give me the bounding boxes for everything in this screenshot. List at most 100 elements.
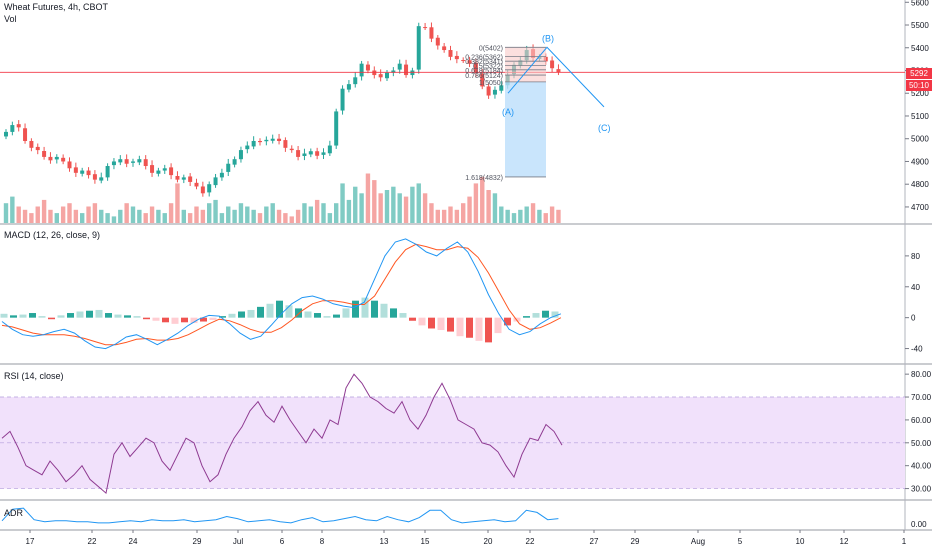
- macd-histogram-bar: [238, 311, 245, 318]
- candle-body: [42, 151, 47, 157]
- macd-histogram-bar: [551, 311, 559, 318]
- candle-body: [346, 84, 351, 90]
- volume-bar: [384, 190, 390, 223]
- macd-histogram-bar: [152, 317, 160, 321]
- rsi-y-tick-label: 40.00: [911, 462, 932, 471]
- candle-body: [207, 184, 212, 193]
- volume-bar: [156, 209, 161, 223]
- macd-histogram-bar: [276, 300, 283, 318]
- volume-bar: [499, 206, 504, 223]
- x-tick-label: 27: [590, 537, 599, 546]
- volume-bar: [511, 213, 517, 223]
- volume-bar: [359, 193, 364, 223]
- volume-bar: [403, 196, 409, 223]
- candle-body: [16, 124, 21, 128]
- volume-bar: [99, 209, 104, 223]
- macd-histogram-bar: [333, 314, 340, 318]
- macd-histogram-bar: [48, 317, 55, 320]
- macd-histogram-bar: [247, 309, 255, 318]
- x-tick-label: 8: [320, 537, 325, 546]
- main-y-tick-label: 4800: [911, 180, 929, 189]
- macd-histogram-bar: [57, 315, 65, 318]
- candle-body: [175, 176, 180, 180]
- candle-body: [143, 159, 148, 167]
- candle-body: [315, 151, 320, 156]
- x-tick-label: 13: [380, 537, 389, 546]
- candle-body: [245, 145, 250, 150]
- candle-body: [397, 63, 402, 70]
- candle-body: [23, 128, 28, 141]
- volume-label: Vol: [4, 14, 17, 24]
- fib-zone-upper: [505, 47, 546, 82]
- volume-bar: [461, 203, 466, 223]
- volume-bar: [429, 203, 434, 223]
- macd-histogram-bar: [19, 314, 27, 318]
- candle-body: [461, 60, 466, 62]
- volume-bar: [54, 213, 59, 223]
- macd-histogram-bar: [200, 317, 207, 322]
- macd-histogram-bar: [523, 316, 530, 318]
- candle-body: [169, 167, 174, 176]
- macd-histogram-bar: [67, 313, 74, 318]
- candle-body: [423, 27, 428, 29]
- candle-body: [448, 50, 453, 57]
- volume-bar: [3, 203, 9, 223]
- rsi-label: RSI (14, close): [4, 371, 64, 381]
- candle-body: [442, 46, 447, 51]
- volume-bar: [378, 193, 383, 223]
- candle-body: [150, 165, 155, 173]
- volume-bar: [111, 216, 117, 223]
- volume-bar: [334, 203, 339, 223]
- macd-histogram-bar: [105, 313, 112, 318]
- volume-bar: [73, 209, 79, 223]
- candle-body: [353, 77, 358, 85]
- macd-histogram-bar: [504, 317, 511, 326]
- macd-y-tick-label: 0: [911, 314, 916, 323]
- main-y-tick-label: 5100: [911, 112, 929, 121]
- volume-bar: [518, 209, 523, 223]
- macd-y-tick-label: 40: [911, 283, 920, 292]
- macd-label: MACD (12, 26, close, 9): [4, 230, 101, 240]
- main-y-tick-label: 4900: [911, 157, 929, 166]
- candle-body: [61, 157, 66, 162]
- x-tick-label: 5: [738, 537, 743, 546]
- volume-bar: [327, 213, 333, 223]
- fib-zone-lower: [505, 81, 546, 177]
- candle-body: [372, 70, 377, 76]
- candle-body: [321, 152, 326, 155]
- volume-bar: [35, 206, 40, 223]
- candle-body: [492, 89, 497, 95]
- volume-bar: [149, 206, 155, 223]
- volume-bar: [556, 209, 561, 223]
- volume-bar: [22, 209, 28, 223]
- candle-body: [137, 159, 142, 163]
- macd-histogram-bar: [418, 317, 426, 326]
- candle-body: [289, 148, 294, 151]
- candle-body: [124, 159, 129, 164]
- candle-body: [118, 159, 123, 163]
- candle-body: [435, 37, 440, 46]
- volume-bar: [181, 209, 186, 223]
- macd-signal-line: [1, 243, 562, 346]
- volume-bar: [168, 203, 174, 223]
- volume-bar: [10, 196, 15, 223]
- candle-body: [54, 156, 59, 160]
- adr-y-tick-label: 0.00: [911, 520, 927, 529]
- macd-histogram-bar: [428, 317, 435, 329]
- macd-line: [1, 238, 562, 350]
- macd-histogram-bar: [475, 317, 483, 341]
- macd-histogram-bar: [190, 317, 198, 324]
- volume-bar: [162, 213, 167, 223]
- macd-histogram-bar: [314, 313, 321, 318]
- volume-bar: [276, 209, 282, 223]
- macd-histogram-bar: [532, 313, 540, 318]
- x-tick-label: 1: [902, 537, 907, 546]
- macd-histogram-bar: [86, 310, 93, 318]
- volume-bar: [80, 213, 85, 223]
- volume-bar: [187, 213, 193, 223]
- macd-histogram-bar: [295, 308, 302, 318]
- adr-line: [1, 507, 559, 524]
- volume-bar: [105, 213, 110, 223]
- candle-body: [359, 63, 364, 77]
